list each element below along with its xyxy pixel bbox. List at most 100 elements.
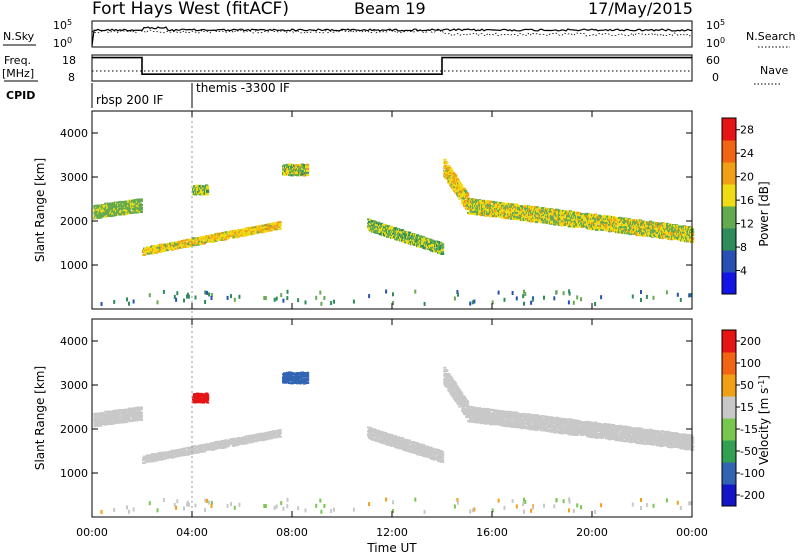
heatmap-cell	[456, 191, 460, 194]
heatmap-cell	[416, 234, 420, 237]
heatmap-cell	[464, 203, 468, 206]
heatmap-cell	[509, 211, 513, 214]
heatmap-cell	[691, 237, 695, 240]
colorbar-tick-label: 20	[740, 171, 754, 184]
heatmap-cell	[200, 189, 204, 192]
heatmap-cell	[664, 223, 668, 226]
heatmap-cell	[155, 453, 159, 456]
heatmap-cell	[467, 415, 471, 418]
heatmap-cell	[263, 226, 267, 229]
heatmap-cell	[487, 212, 491, 215]
heatmap-cell	[689, 236, 693, 239]
heatmap-cell	[369, 427, 373, 429]
heatmap-cell	[200, 397, 204, 400]
heatmap-cell	[254, 232, 258, 235]
heatmap-cell	[380, 437, 384, 440]
heatmap-cell	[217, 444, 221, 447]
heatmap-cell	[472, 211, 476, 214]
cpid-rbsp-label: rbsp 200 IF	[96, 93, 163, 107]
heatmap-cell	[296, 174, 300, 177]
heatmap-cell	[164, 453, 169, 456]
heatmap-cell	[634, 225, 638, 228]
heatmap-cell	[290, 167, 294, 170]
heatmap-cell	[457, 388, 461, 390]
heatmap-cell	[448, 182, 452, 185]
colorbar-tick-label: 12	[740, 218, 754, 231]
heatmap-cell	[441, 253, 445, 255]
cpid-label: CPID	[6, 89, 35, 102]
heatmap-cell	[302, 173, 306, 176]
heatmap-cell	[406, 241, 410, 244]
heatmap-cell	[445, 161, 449, 164]
nsky-tick-top: 105	[53, 18, 72, 32]
heatmap-cell	[504, 206, 508, 209]
heatmap-cell	[292, 173, 296, 176]
heatmap-cell	[645, 228, 649, 231]
heatmap-cell	[635, 231, 639, 234]
heatmap-cell	[456, 398, 460, 401]
heatmap-cell	[371, 436, 375, 439]
heatmap-cell	[147, 457, 151, 459]
heatmap-cell	[220, 440, 224, 442]
heatmap-cell	[105, 209, 109, 212]
heatmap-cell	[124, 200, 129, 203]
heatmap-cell	[462, 189, 466, 192]
heatmap-cell	[207, 443, 211, 446]
heatmap-cell	[691, 238, 695, 241]
heatmap-cell	[605, 223, 609, 226]
heatmap-cell	[131, 419, 135, 422]
heatmap-cell	[674, 238, 678, 240]
heatmap-cell	[509, 215, 513, 218]
heatmap-cell	[183, 298, 185, 303]
heatmap-cell	[600, 295, 603, 300]
freq-unit: [MHz]	[2, 67, 34, 80]
nsearch-tick-top: 105	[706, 18, 725, 32]
heatmap-cell	[531, 297, 534, 302]
heatmap-cell	[306, 378, 310, 381]
heatmap-cell	[616, 229, 620, 232]
heatmap-cell	[367, 426, 371, 429]
heatmap-cell	[429, 238, 433, 241]
heatmap-cell	[292, 381, 296, 384]
heatmap-cell	[217, 236, 221, 239]
heatmap-cell	[441, 453, 445, 456]
heatmap-cell	[485, 206, 489, 209]
heatmap-cell	[286, 296, 289, 301]
heatmap-cell	[269, 229, 273, 232]
heatmap-cell	[111, 206, 115, 209]
heatmap-cell	[559, 223, 563, 226]
heatmap-cell	[483, 416, 487, 419]
heatmap-cell	[491, 300, 494, 305]
heatmap-cell	[162, 457, 167, 460]
heatmap-cell	[226, 439, 230, 442]
heatmap-cell	[441, 451, 445, 454]
heatmap-cell	[482, 412, 486, 415]
heatmap-cell	[303, 167, 307, 170]
heatmap-cell	[367, 430, 371, 433]
heatmap-cell	[397, 446, 401, 448]
heatmap-cell	[447, 373, 451, 375]
heatmap-cell	[385, 289, 388, 294]
heatmap-cell	[623, 222, 627, 225]
heatmap-cell	[123, 410, 128, 413]
heatmap-cell	[647, 230, 651, 233]
heatmap-cell	[206, 190, 210, 193]
heatmap-cell	[562, 215, 566, 218]
heatmap-cell	[533, 220, 537, 223]
heatmap-cell	[172, 453, 177, 456]
heatmap-cell	[246, 233, 250, 236]
heatmap-cell	[206, 398, 210, 401]
heatmap-cell	[168, 242, 173, 245]
heatmap-cell	[152, 252, 156, 255]
heatmap-cell	[251, 438, 255, 441]
heatmap-cell	[132, 411, 136, 414]
heatmap-cell	[210, 442, 214, 445]
heatmap-cell	[504, 212, 508, 215]
heatmap-cell	[647, 221, 651, 224]
heatmap-cell	[278, 227, 282, 230]
heatmap-cell	[538, 220, 542, 223]
heatmap-cell	[428, 241, 432, 244]
heatmap-cell	[404, 241, 408, 244]
heatmap-cell	[292, 171, 296, 174]
